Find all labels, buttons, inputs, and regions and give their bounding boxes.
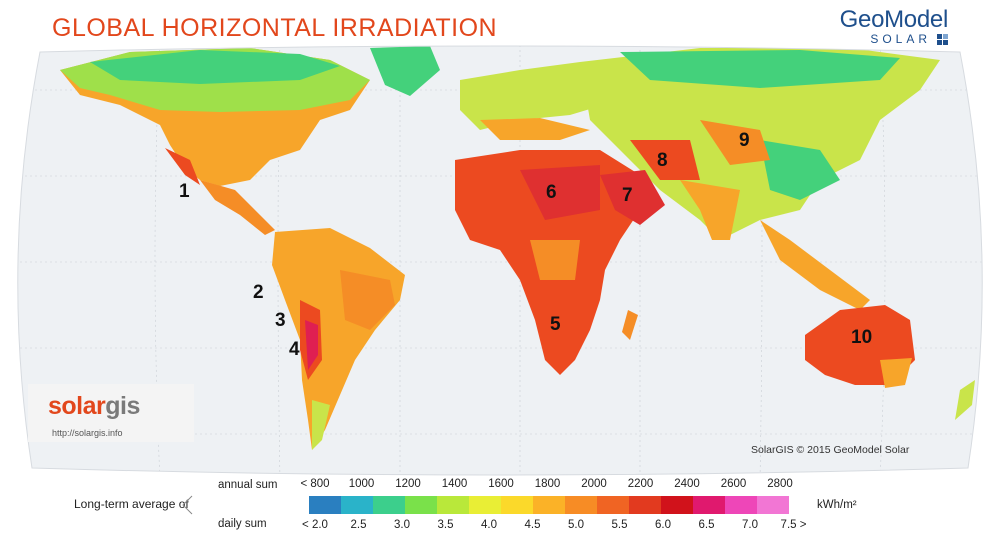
region-label-10: 10 [851, 327, 873, 348]
region-label-6: 6 [546, 182, 557, 203]
brand-sub: SOLAR [870, 32, 931, 46]
color-scale-bar [309, 496, 789, 514]
color-swatch-8 [565, 496, 597, 514]
color-swatch-11 [661, 496, 693, 514]
color-swatch-14 [757, 496, 789, 514]
daily-tick: 6.0 [655, 519, 671, 531]
annual-tick: 2600 [720, 478, 747, 490]
long-term-label: Long-term average of [74, 497, 189, 511]
map-title: GLOBAL HORIZONTAL IRRADIATION [52, 14, 498, 42]
geomodel-squares-icon [937, 33, 948, 45]
daily-tick: 7.5 > [780, 519, 807, 531]
color-swatch-3 [405, 496, 437, 514]
color-swatch-2 [373, 496, 405, 514]
annual-tick: 2000 [581, 478, 607, 490]
solargis-logo-box: solargis http://solargis.info [28, 384, 194, 442]
daily-tick: 2.5 [350, 519, 367, 531]
color-swatch-12 [693, 496, 725, 514]
annual-tick: 1000 [348, 478, 375, 490]
region-label-8: 8 [657, 150, 668, 171]
annual-tick: 1400 [441, 478, 468, 490]
annual-tick: 1200 [395, 478, 421, 490]
daily-tick: 5.5 [611, 519, 628, 531]
geomodel-logo: GeoModel SOLAR [839, 6, 949, 46]
solargis-url[interactable]: http://solargis.info [52, 428, 123, 438]
daily-tick: 7.0 [742, 519, 758, 531]
solargis-logo: solargis [48, 392, 140, 420]
unit-label: kWh/m² [817, 499, 857, 511]
daily-tick: 3.5 [437, 519, 454, 531]
color-swatch-10 [629, 496, 661, 514]
brace-arrow-icon [182, 495, 193, 515]
color-swatch-1 [341, 496, 373, 514]
color-swatch-7 [533, 496, 565, 514]
color-swatch-0 [309, 496, 341, 514]
annual-tick: 1600 [488, 478, 514, 490]
annual-tick: 2200 [627, 478, 654, 490]
color-swatch-9 [597, 496, 629, 514]
region-label-2: 2 [253, 282, 264, 303]
daily-tick: 6.5 [698, 519, 715, 531]
daily-sum-label: daily sum [218, 518, 267, 530]
daily-tick: 4.5 [524, 519, 541, 531]
color-swatch-4 [437, 496, 469, 514]
region-label-1: 1 [179, 181, 190, 202]
daily-tick: 5.0 [568, 519, 584, 531]
brand-name: GeoModel [839, 6, 949, 33]
daily-tick: 4.0 [481, 519, 497, 531]
annual-tick: 2800 [767, 478, 793, 490]
region-label-7: 7 [622, 185, 633, 206]
region-label-5: 5 [550, 314, 561, 335]
region-label-4: 4 [289, 339, 300, 360]
copyright: SolarGIS © 2015 GeoModel Solar [751, 444, 910, 456]
color-swatch-5 [469, 496, 501, 514]
region-label-9: 9 [739, 130, 750, 151]
color-swatch-13 [725, 496, 757, 514]
daily-tick: 3.0 [394, 519, 410, 531]
annual-sum-label: annual sum [218, 479, 278, 491]
daily-tick: < 2.0 [302, 519, 328, 531]
region-label-3: 3 [275, 310, 286, 331]
annual-tick: 1800 [534, 478, 561, 490]
annual-tick: 2400 [674, 478, 700, 490]
annual-tick: < 800 [300, 478, 330, 490]
color-swatch-6 [501, 496, 533, 514]
